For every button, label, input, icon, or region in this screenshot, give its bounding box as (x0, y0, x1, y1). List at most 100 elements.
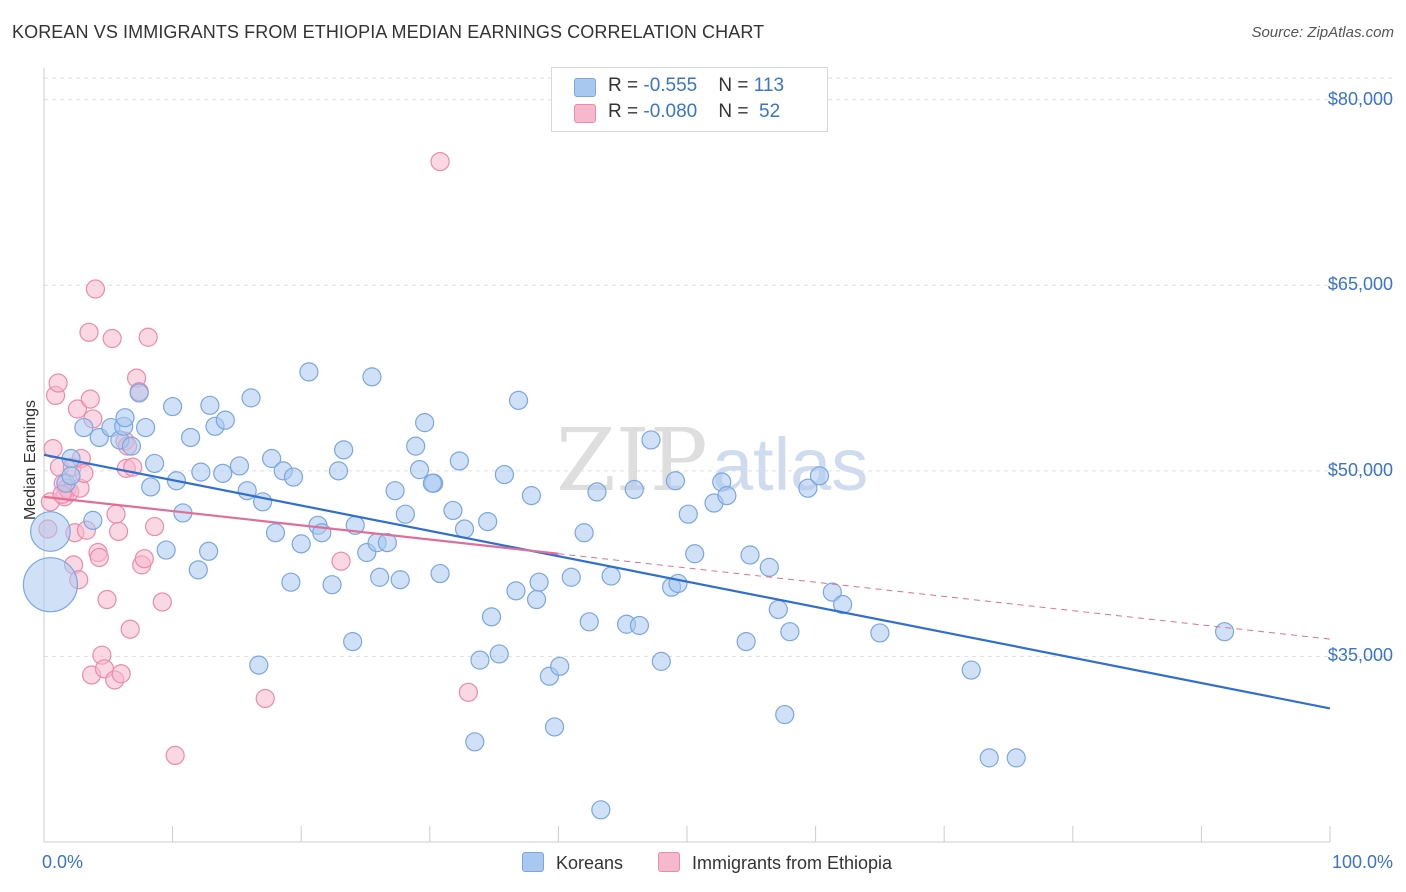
data-point-ethiopia (165, 745, 185, 766)
data-point-ethiopia (79, 322, 99, 342)
bottom-legend-swatch-koreans (522, 852, 544, 872)
chart-title: KOREAN VS IMMIGRANTS FROM ETHIOPIA MEDIA… (12, 22, 765, 42)
data-point-korean (181, 427, 201, 448)
data-point-korean (415, 413, 435, 433)
data-point-ethiopia (48, 373, 68, 393)
data-point-korean (591, 800, 611, 820)
data-point-ethiopia (106, 504, 126, 524)
data-point-korean (465, 732, 485, 752)
data-point-korean (343, 631, 363, 652)
data-point-korean (422, 473, 442, 493)
watermark-atlas: atlas (712, 423, 868, 506)
data-point-korean (506, 581, 526, 601)
data-point-ethiopia (255, 688, 275, 709)
data-point-ethiopia (102, 328, 122, 349)
trend-line-ethiopia-dashed (558, 553, 1331, 640)
data-point-korean (775, 704, 795, 725)
bottom-legend-koreans: Koreans (522, 852, 623, 874)
x-tick-label-max: 100.0% (1331, 852, 1393, 872)
legend-swatch-koreans (574, 78, 596, 97)
data-point-korean (430, 563, 450, 584)
data-point-korean (74, 417, 94, 438)
data-point-korean (641, 430, 661, 450)
data-point-ethiopia (89, 547, 109, 568)
data-point-korean (291, 534, 311, 554)
data-point-korean (521, 486, 541, 506)
data-point-korean (191, 462, 211, 482)
data-point-korean (135, 417, 156, 438)
data-point-korean (30, 511, 71, 552)
data-point-korean (61, 466, 81, 486)
trend-line-ethiopia-solid (43, 495, 559, 555)
correlation-legend: R = -0.555 N = 113 R = -0.080 N = 52 (551, 67, 828, 132)
data-point-korean (249, 655, 269, 675)
data-point-korean (395, 504, 415, 524)
data-point-korean (481, 607, 502, 627)
series-koreans-points (22, 362, 1235, 820)
y-tick-label: $80,000 (1327, 88, 1393, 109)
legend-n-label: N = (718, 75, 754, 96)
data-point-korean (478, 511, 498, 532)
data-point-korean (1214, 622, 1235, 642)
data-point-korean (798, 478, 818, 498)
data-point-korean (494, 464, 514, 485)
data-point-korean (601, 566, 621, 586)
data-point-korean (544, 717, 565, 737)
data-point-ethiopia (138, 327, 158, 347)
legend-n-label: N = (718, 101, 754, 122)
data-point-korean (740, 545, 760, 565)
data-point-ethiopia (97, 589, 117, 610)
legend-r-value: -0.080 (643, 101, 698, 122)
legend-r-label: R = (608, 75, 644, 96)
data-point-korean (328, 461, 349, 481)
data-point-korean (156, 540, 176, 560)
data-point-korean (587, 482, 607, 502)
data-point-korean (390, 570, 410, 590)
data-point-ethiopia (134, 549, 154, 569)
data-point-ethiopia (85, 279, 106, 299)
data-point-korean (717, 486, 737, 506)
legend-swatch-ethiopia (574, 104, 596, 123)
data-point-ethiopia (152, 592, 172, 612)
data-point-korean (561, 567, 581, 587)
y-tick-label: $65,000 (1327, 274, 1393, 295)
data-point-ethiopia (120, 619, 140, 639)
bottom-legend-label-koreans: Koreans (556, 853, 624, 873)
data-point-korean (215, 410, 235, 430)
data-point-korean (199, 541, 219, 561)
y-tick-label: $35,000 (1327, 645, 1393, 666)
data-point-korean (362, 367, 382, 387)
legend-r-label: R = (608, 101, 644, 122)
data-point-korean (163, 396, 183, 417)
data-point-korean (406, 436, 426, 456)
data-point-korean (141, 477, 161, 497)
data-point-korean (833, 594, 853, 615)
data-point-ethiopia (144, 516, 165, 537)
gridlines (44, 77, 1395, 657)
data-point-korean (768, 599, 788, 620)
data-point-korean (526, 589, 547, 610)
data-point-korean (529, 572, 549, 592)
data-point-korean (579, 612, 599, 632)
data-point-korean (1006, 748, 1026, 768)
data-point-ethiopia (80, 389, 100, 409)
trend-lines (43, 453, 1331, 710)
data-point-korean (377, 533, 397, 553)
data-point-korean (678, 504, 698, 524)
data-point-korean (265, 523, 286, 543)
data-point-ethiopia (430, 151, 450, 172)
data-point-korean (624, 479, 644, 500)
data-point-korean (262, 448, 282, 469)
data-point-korean (508, 390, 529, 410)
bottom-legend-label-ethiopia: Immigrants from Ethiopia (692, 853, 893, 873)
data-point-korean (188, 560, 208, 580)
data-point-korean (979, 748, 999, 768)
trend-line-koreans (43, 453, 1331, 710)
source-credit: Source: ZipAtlas.com (1251, 24, 1394, 41)
data-point-korean (281, 572, 301, 592)
data-point-korean (961, 660, 981, 680)
legend-r-value: -0.555 (643, 75, 698, 96)
data-point-korean (629, 615, 650, 636)
data-point-korean (83, 510, 103, 530)
